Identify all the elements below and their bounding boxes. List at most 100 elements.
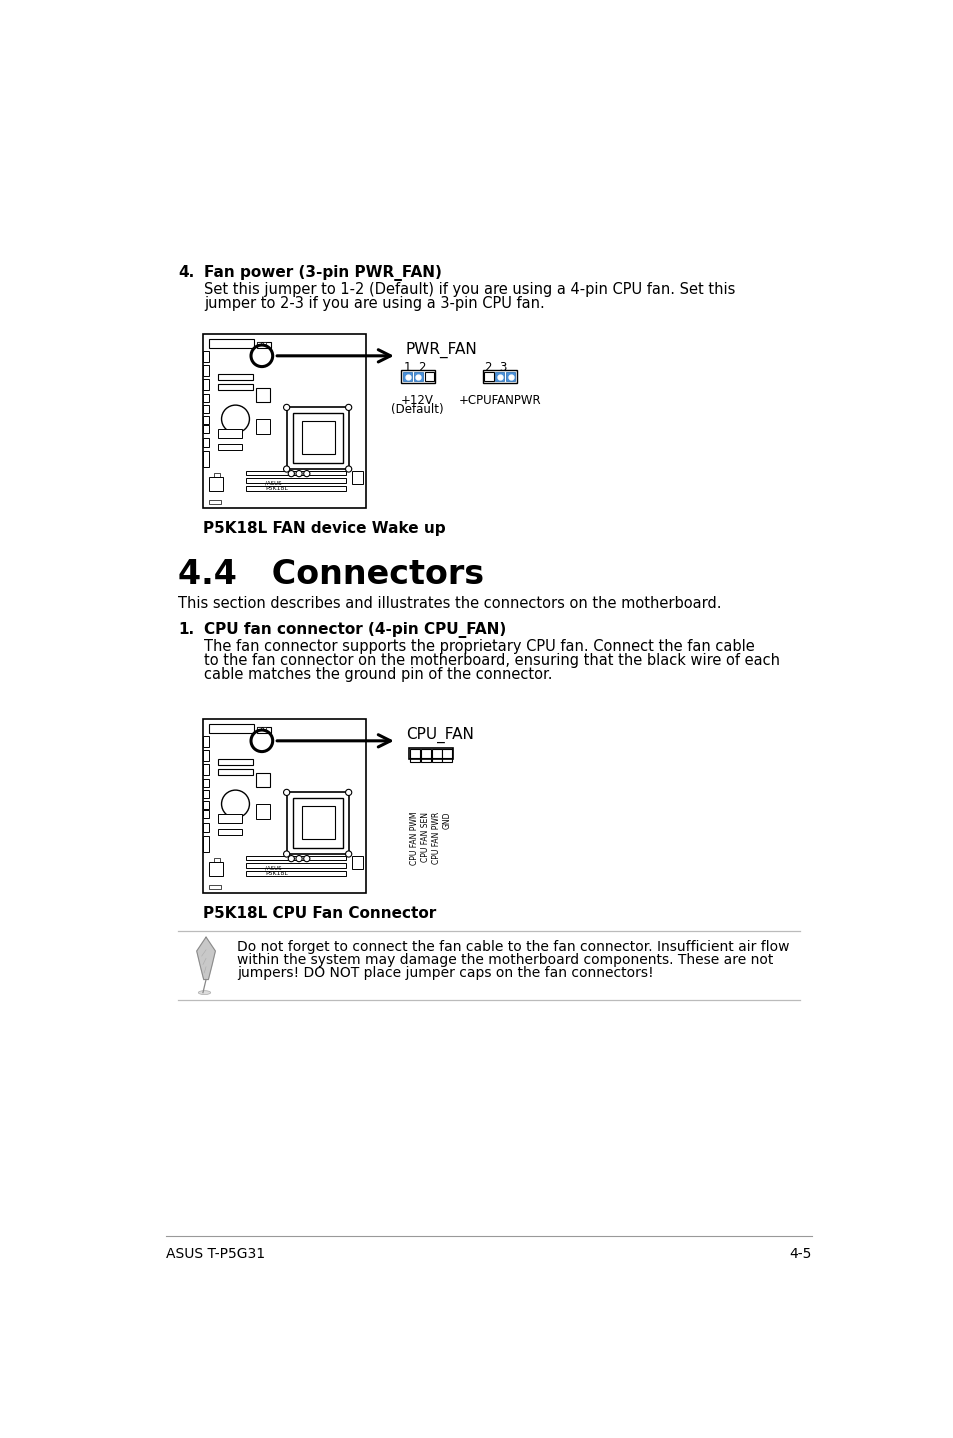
- Bar: [255, 774, 270, 787]
- Circle shape: [345, 851, 352, 857]
- Bar: [442, 749, 452, 758]
- Text: (Default): (Default): [391, 403, 443, 416]
- Bar: [209, 884, 220, 889]
- Bar: [218, 374, 253, 381]
- Bar: [209, 500, 220, 503]
- Text: GND: GND: [442, 811, 452, 830]
- Text: Fan power (3-pin PWR_FAN): Fan power (3-pin PWR_FAN): [204, 265, 442, 280]
- Bar: [409, 748, 453, 758]
- Bar: [213, 858, 220, 861]
- Text: 4.4   Connectors: 4.4 Connectors: [178, 558, 484, 591]
- Bar: [302, 807, 335, 838]
- Circle shape: [295, 856, 302, 861]
- Bar: [203, 406, 209, 413]
- Bar: [484, 372, 493, 381]
- Bar: [209, 477, 223, 490]
- Circle shape: [283, 404, 290, 410]
- Bar: [410, 749, 419, 758]
- Text: Do not forget to connect the fan cable to the fan connector. Insufficient air fl: Do not forget to connect the fan cable t…: [236, 940, 789, 955]
- Bar: [203, 380, 209, 390]
- Bar: [293, 798, 343, 848]
- Text: 2  3: 2 3: [484, 361, 507, 374]
- Bar: [218, 768, 253, 775]
- Bar: [245, 479, 346, 483]
- Text: +CPUFANPWR: +CPUFANPWR: [458, 394, 541, 407]
- Bar: [424, 372, 434, 381]
- Bar: [286, 407, 348, 469]
- Text: Set this jumper to 1-2 (Default) if you are using a 4-pin CPU fan. Set this: Set this jumper to 1-2 (Default) if you …: [204, 282, 735, 296]
- Circle shape: [283, 466, 290, 472]
- Bar: [255, 388, 270, 403]
- Bar: [257, 728, 261, 731]
- Text: jumper to 2-3 if you are using a 3-pin CPU fan.: jumper to 2-3 if you are using a 3-pin C…: [204, 296, 545, 311]
- Bar: [420, 758, 431, 762]
- Bar: [257, 342, 271, 348]
- Bar: [431, 749, 441, 758]
- Bar: [203, 426, 209, 433]
- Text: 4.: 4.: [178, 265, 194, 280]
- Text: CPU FAN PWM: CPU FAN PWM: [410, 811, 419, 866]
- Circle shape: [283, 789, 290, 795]
- Bar: [257, 342, 261, 345]
- Text: CPU FAN PWR: CPU FAN PWR: [432, 811, 440, 864]
- Bar: [401, 371, 435, 383]
- Circle shape: [295, 470, 302, 477]
- Text: to the fan connector on the motherboard, ensuring that the black wire of each: to the fan connector on the motherboard,…: [204, 653, 780, 669]
- Circle shape: [221, 406, 249, 433]
- Bar: [218, 429, 241, 439]
- Bar: [218, 759, 253, 765]
- Bar: [203, 779, 209, 787]
- Bar: [286, 792, 348, 854]
- Circle shape: [221, 789, 249, 818]
- Bar: [218, 828, 241, 835]
- Bar: [255, 804, 270, 820]
- Text: CPU FAN SEN: CPU FAN SEN: [421, 811, 430, 861]
- Text: +12V: +12V: [401, 394, 434, 407]
- Text: P5K18L CPU Fan Connector: P5K18L CPU Fan Connector: [203, 906, 436, 922]
- Circle shape: [303, 856, 310, 861]
- Text: P5K18L: P5K18L: [265, 871, 288, 876]
- Bar: [352, 470, 362, 485]
- Bar: [203, 823, 209, 833]
- Bar: [245, 470, 346, 475]
- Bar: [302, 421, 335, 453]
- Text: This section describes and illustrates the connectors on the motherboard.: This section describes and illustrates t…: [178, 597, 720, 611]
- Bar: [203, 416, 209, 424]
- Bar: [203, 452, 209, 467]
- Text: 4-5: 4-5: [789, 1247, 811, 1261]
- Text: /ASUS: /ASUS: [265, 866, 281, 870]
- Text: CPU fan connector (4-pin CPU_FAN): CPU fan connector (4-pin CPU_FAN): [204, 623, 506, 638]
- Circle shape: [303, 470, 310, 477]
- Bar: [203, 764, 209, 775]
- Circle shape: [288, 470, 294, 477]
- Ellipse shape: [198, 991, 211, 995]
- Bar: [293, 413, 343, 463]
- Bar: [209, 861, 223, 876]
- Bar: [245, 863, 346, 869]
- Bar: [257, 728, 271, 733]
- Bar: [410, 758, 419, 762]
- Bar: [203, 810, 209, 818]
- Text: CPU_FAN: CPU_FAN: [406, 728, 474, 743]
- Bar: [203, 789, 209, 798]
- Bar: [203, 837, 209, 851]
- Bar: [209, 723, 253, 733]
- Bar: [209, 339, 253, 348]
- Bar: [213, 473, 220, 477]
- Bar: [420, 749, 431, 758]
- Text: cable matches the ground pin of the connector.: cable matches the ground pin of the conn…: [204, 667, 553, 682]
- Bar: [505, 372, 515, 381]
- Text: /ASUS: /ASUS: [265, 480, 281, 486]
- Bar: [402, 372, 412, 381]
- Circle shape: [283, 851, 290, 857]
- Circle shape: [345, 789, 352, 795]
- Text: within the system may damage the motherboard components. These are not: within the system may damage the motherb…: [236, 953, 773, 968]
- Circle shape: [345, 404, 352, 410]
- Bar: [431, 758, 441, 762]
- Bar: [245, 486, 346, 490]
- Bar: [262, 342, 266, 345]
- Text: The fan connector supports the proprietary CPU fan. Connect the fan cable: The fan connector supports the proprieta…: [204, 638, 755, 654]
- Circle shape: [345, 466, 352, 472]
- Bar: [218, 384, 253, 390]
- Text: 1.: 1.: [178, 623, 194, 637]
